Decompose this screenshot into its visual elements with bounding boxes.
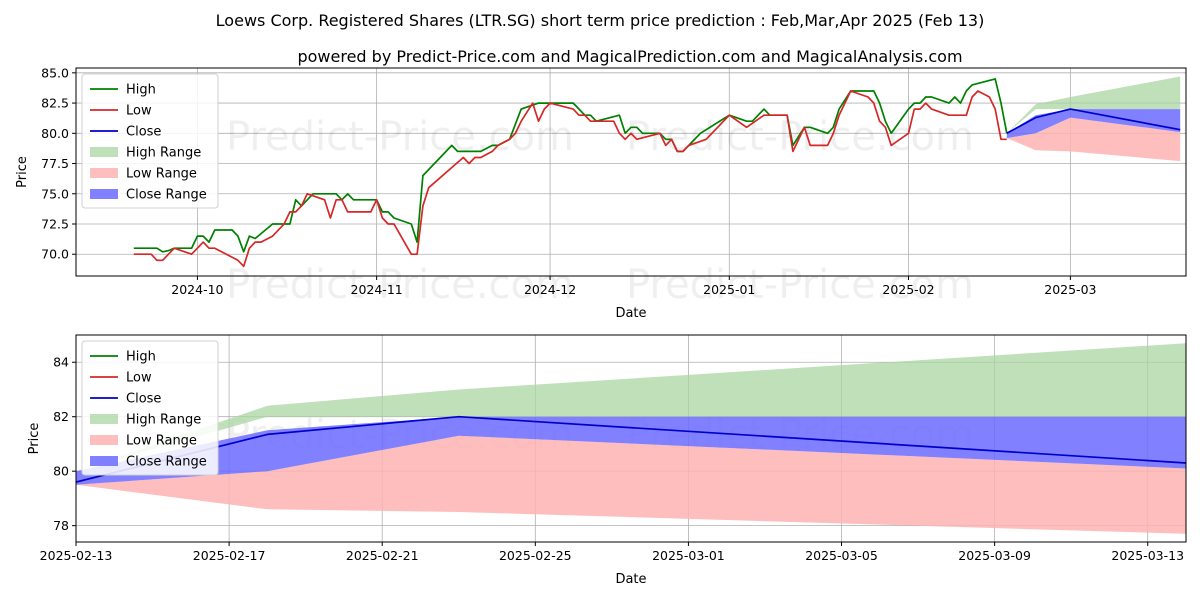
- x-tick-label: 2025-02-13: [40, 548, 113, 563]
- legend-entry: Close: [126, 392, 161, 407]
- legend-swatch: [90, 189, 118, 199]
- sub-title: powered by Predict-Price.com and Magical…: [297, 47, 962, 66]
- y-tick-label: 72.5: [41, 217, 69, 232]
- y-tick-label: 78: [53, 518, 69, 533]
- y-tick-label: 77.5: [41, 156, 69, 171]
- legend-swatch: [90, 147, 118, 157]
- legend-swatch: [90, 435, 118, 445]
- grid: [76, 68, 1186, 276]
- close-series-line: [1006, 108, 1181, 135]
- legend-entry: Low: [126, 371, 152, 386]
- legend-entry: High: [126, 83, 156, 98]
- legend-entry: High Range: [126, 413, 201, 428]
- legend-swatch: [90, 456, 118, 466]
- main-title: Loews Corp. Registered Shares (LTR.SG) s…: [216, 11, 985, 30]
- y-axis-label: Price: [15, 156, 30, 188]
- low-range-band: [76, 435, 1186, 534]
- x-tick-label: 2024-10: [171, 282, 223, 297]
- x-tick-label: 2025-02: [882, 282, 934, 297]
- y-tick-label: 70.0: [41, 247, 69, 262]
- legend-entry: Low Range: [126, 434, 197, 449]
- legend: High Low Close High Range Low Range Close Ran…: [81, 73, 219, 209]
- x-tick-label: 2025-03-01: [652, 548, 725, 563]
- high-series-line: [133, 78, 1008, 253]
- plot-frame: [75, 334, 1187, 543]
- x-tick-label: 2025-02-17: [193, 548, 266, 563]
- legend-swatch: [90, 168, 118, 178]
- low-range-band: [1006, 117, 1181, 162]
- x-tick-label: 2025-03: [1044, 282, 1096, 297]
- legend-swatch: [90, 414, 118, 424]
- top-chart-panel: Predict-Price.com Predict-Price.comPredic…: [15, 65, 1187, 321]
- x-axis-label: Date: [615, 572, 646, 587]
- plot-frame: [75, 67, 1187, 277]
- x-tick-label: 2025-02-21: [346, 548, 419, 563]
- low-series-line: [133, 90, 1007, 268]
- legend-entry: Close Range: [126, 188, 207, 203]
- x-tick-label: 2025-01: [703, 282, 755, 297]
- high-range-band: [1006, 76, 1181, 134]
- y-tick-label: 75.0: [41, 186, 69, 201]
- x-tick-label: 2025-03-09: [958, 548, 1031, 563]
- x-axis-label: Date: [615, 306, 646, 321]
- legend-entry: Close: [126, 125, 161, 140]
- legend-entry: Close Range: [126, 455, 207, 470]
- legend-entry: Low Range: [126, 167, 197, 182]
- y-axis-label: Price: [27, 423, 42, 455]
- legend-entry: High Range: [126, 146, 201, 161]
- y-tick-label: 82.5: [41, 96, 69, 111]
- high-range-band: [76, 343, 1186, 472]
- legend-entry: Low: [126, 104, 152, 119]
- legend: High Low Close High Range Low Range Close Ran…: [81, 340, 219, 476]
- watermark-text: Predict-Price.com: [626, 262, 974, 308]
- legend-entry: High: [126, 350, 156, 365]
- bottom-chart-panel: Predict-Price.comPredict-Price.com2025-0…: [27, 334, 1187, 587]
- y-tick-label: 82: [53, 409, 69, 424]
- y-tick-label: 84: [53, 355, 69, 370]
- y-tick-label: 85.0: [41, 65, 69, 80]
- x-tick-label: 2024-12: [524, 282, 576, 297]
- x-tick-label: 2024-11: [351, 282, 403, 297]
- x-tick-label: 2025-02-25: [499, 548, 572, 563]
- x-tick-label: 2025-03-05: [805, 548, 878, 563]
- watermark-text: Predict-Price.com: [226, 262, 574, 308]
- close-range-band: [1006, 109, 1181, 139]
- y-tick-label: 80.0: [41, 126, 69, 141]
- y-tick-label: 80: [53, 464, 69, 479]
- x-tick-label: 2025-03-13: [1111, 548, 1184, 563]
- close-range-band: [76, 416, 1186, 485]
